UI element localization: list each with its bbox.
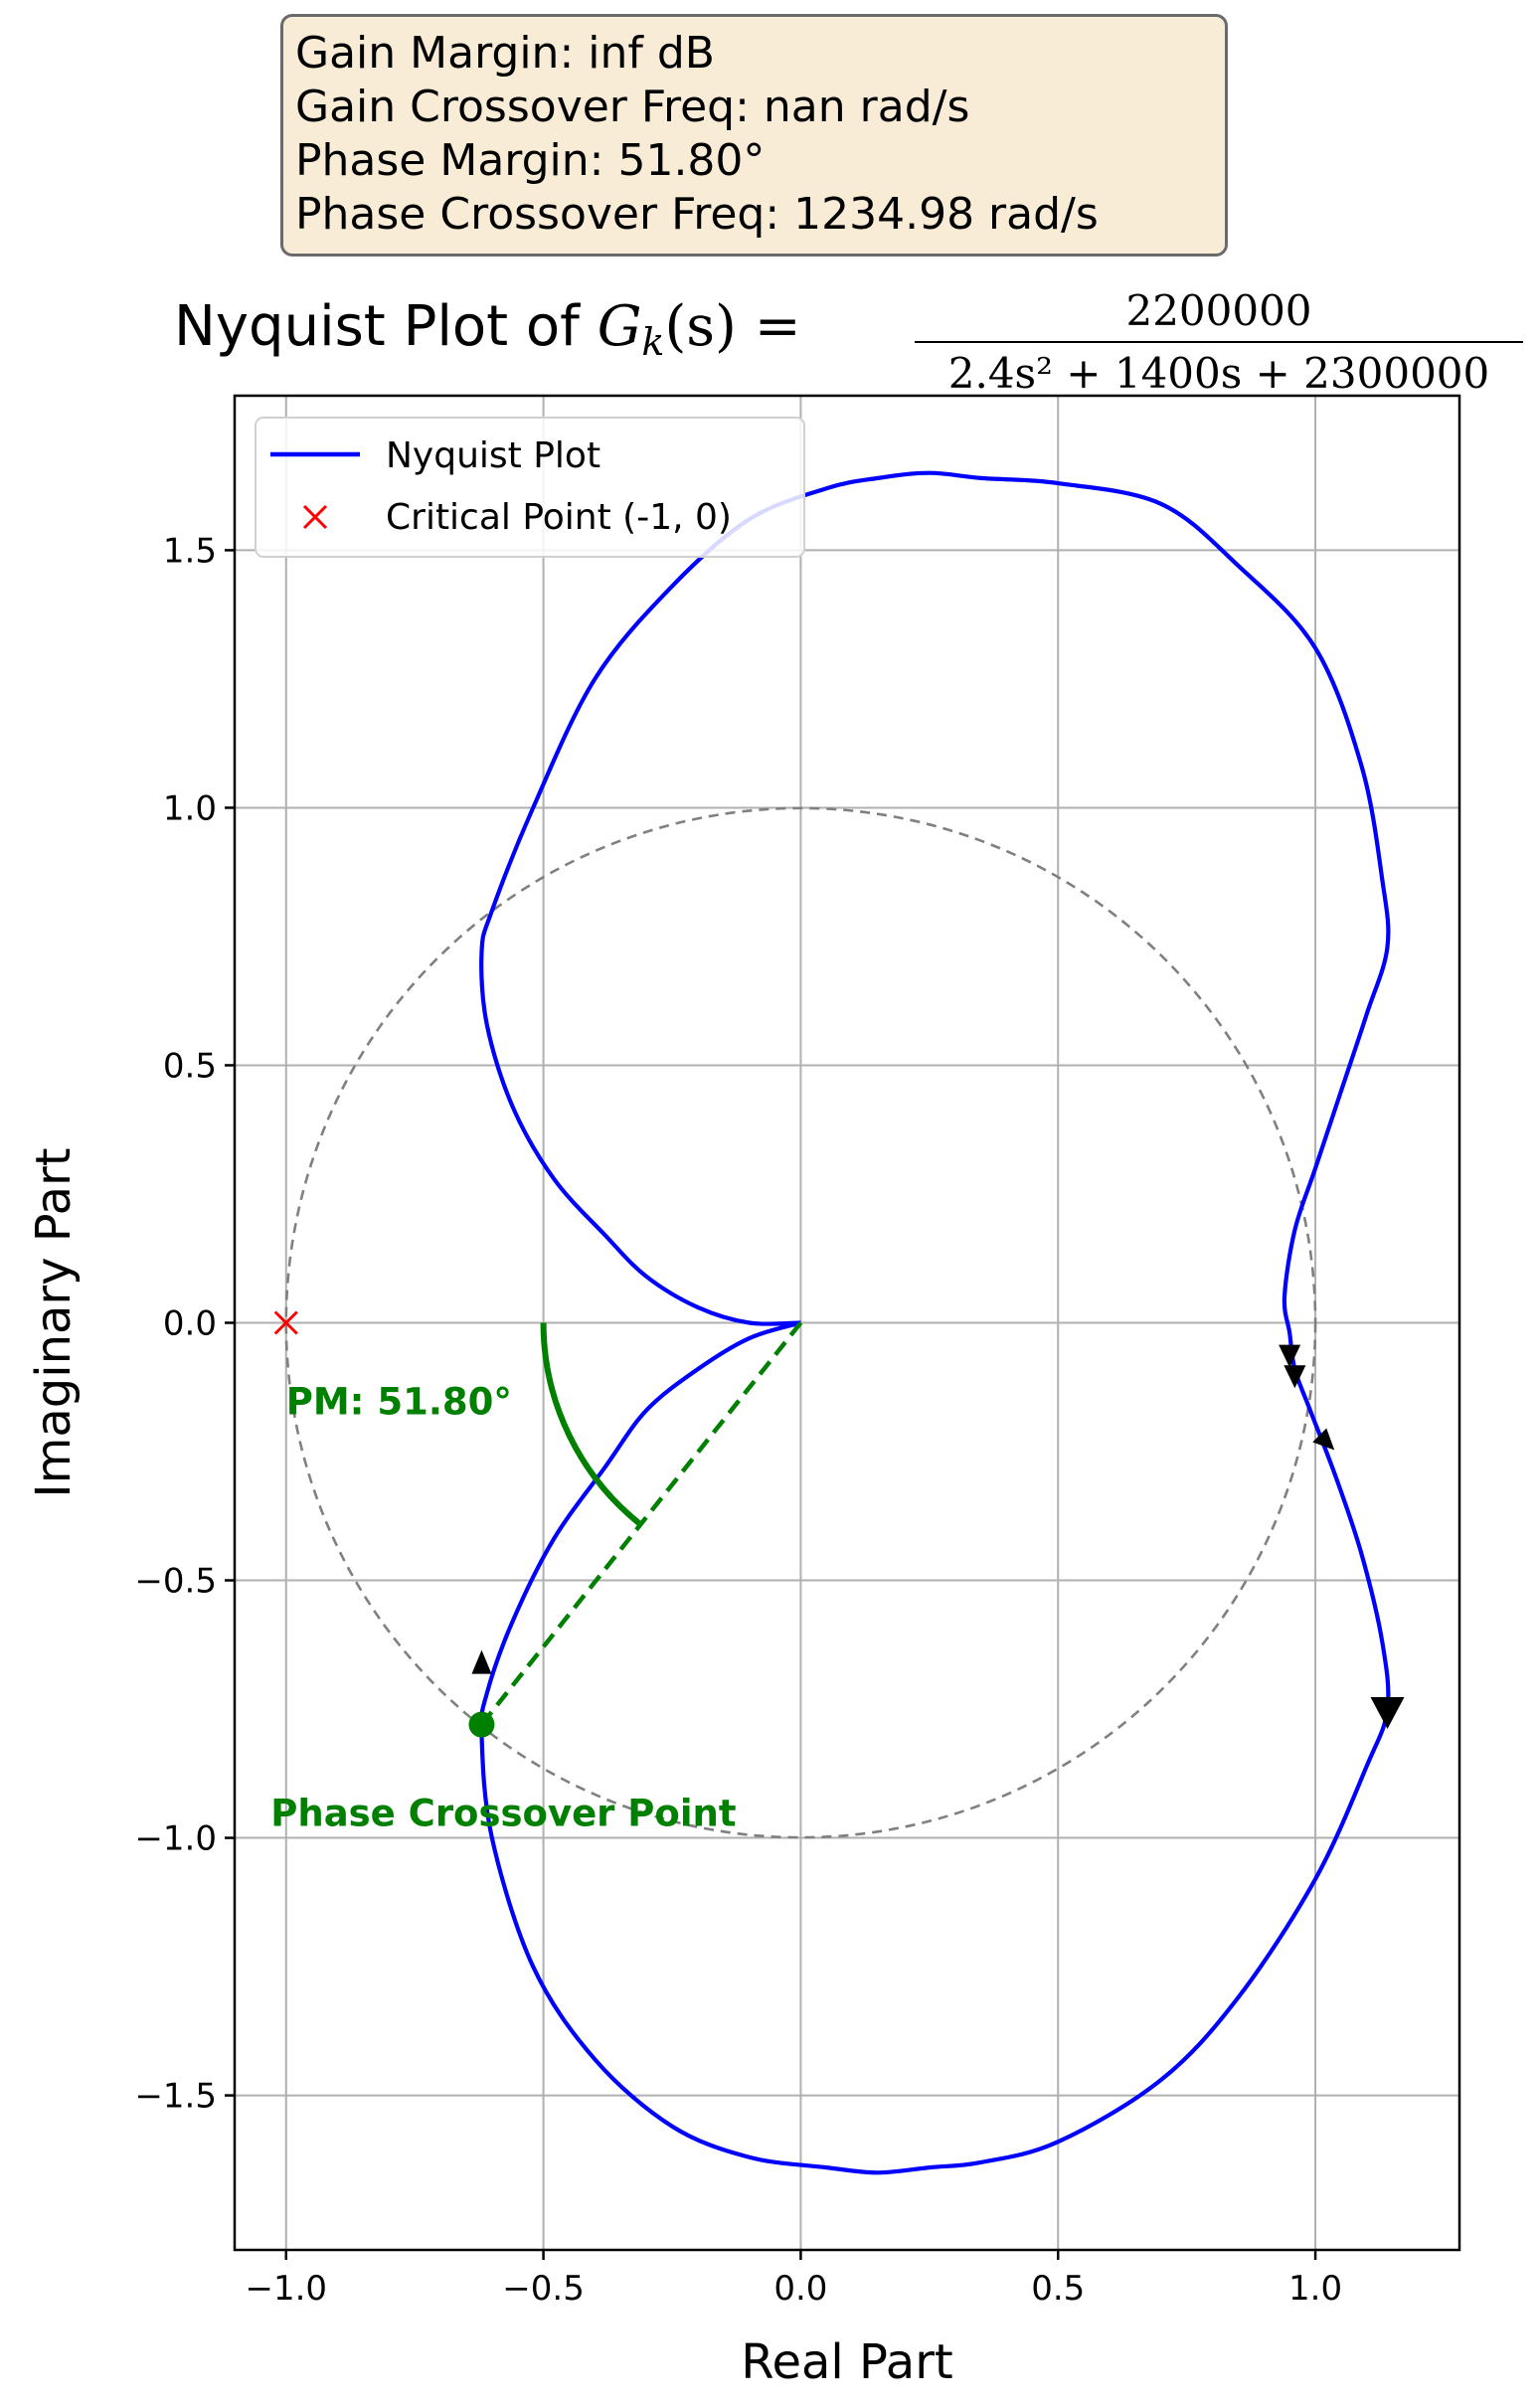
phase-crossover-text: Phase Crossover Freq: 1234.98 rad/s bbox=[295, 189, 1099, 240]
phase-crossover-marker bbox=[468, 1711, 495, 1738]
direction-arrow bbox=[1279, 1344, 1301, 1368]
direction-arrow bbox=[1283, 1365, 1306, 1389]
title-arg: (s) = bbox=[664, 294, 801, 359]
plot-area bbox=[273, 470, 1405, 2175]
x-tick-label: −0.5 bbox=[502, 2269, 585, 2309]
y-tick-label: −1.0 bbox=[134, 1819, 217, 1859]
direction-arrow bbox=[1312, 1428, 1335, 1451]
x-tick-label: 0.0 bbox=[773, 2269, 827, 2309]
y-tick-label: −0.5 bbox=[134, 1562, 217, 1602]
x-tick-label: 1.0 bbox=[1288, 2269, 1342, 2309]
legend-x-stroke bbox=[302, 504, 328, 530]
title-numerator: 2200000 bbox=[915, 286, 1523, 343]
y-tick-label: 1.0 bbox=[163, 788, 217, 828]
unit-circle bbox=[284, 806, 1317, 1839]
y-tick-label: 0.0 bbox=[163, 1304, 217, 1344]
margin-info-box: Gain Margin: inf dB Gain Crossover Freq:… bbox=[280, 14, 1228, 257]
legend-box bbox=[255, 417, 805, 558]
legend: Nyquist Plot Critical Point (-1, 0) bbox=[255, 417, 805, 558]
x-tick-label: −1.0 bbox=[245, 2269, 327, 2309]
direction-arrow bbox=[471, 1649, 492, 1674]
x-tick-label: 0.5 bbox=[1031, 2269, 1085, 2309]
transfer-function-fraction: 2200000 2.4s² + 1400s + 2300000 bbox=[915, 286, 1523, 398]
nyquist-curve bbox=[479, 470, 1391, 2175]
phase-crossover-label: Phase Crossover Point bbox=[270, 1793, 736, 1835]
gain-crossover-text: Gain Crossover Freq: nan rad/s bbox=[295, 82, 970, 132]
legend-label-critical: Critical Point (-1, 0) bbox=[386, 497, 732, 538]
x-axis-label: Real Part bbox=[741, 2334, 953, 2390]
title-g: G bbox=[597, 294, 642, 359]
legend-x-swatch bbox=[302, 504, 328, 530]
chart-title: Nyquist Plot of Gk(s) = bbox=[174, 294, 801, 364]
critical-point-marker bbox=[273, 1310, 298, 1335]
gain-margin-text: Gain Margin: inf dB bbox=[295, 28, 715, 79]
grid bbox=[235, 396, 1459, 2250]
pm-arc bbox=[540, 1322, 644, 1528]
y-axis-label: Imaginary Part bbox=[26, 1147, 82, 1497]
y-tick-label: −1.5 bbox=[134, 2077, 217, 2117]
y-tick-label: 0.5 bbox=[163, 1046, 217, 1086]
title-denominator: 2.4s² + 1400s + 2300000 bbox=[947, 349, 1490, 398]
critical-x-stroke bbox=[273, 1310, 298, 1335]
y-tick-label: 1.5 bbox=[163, 531, 217, 571]
legend-label-nyquist: Nyquist Plot bbox=[386, 435, 600, 476]
title-sub: k bbox=[641, 320, 665, 364]
direction-arrow bbox=[1370, 1697, 1405, 1730]
phase-margin-text: Phase Margin: 51.80° bbox=[295, 135, 766, 186]
pm-label: PM: 51.80° bbox=[286, 1381, 512, 1424]
title-prefix: Nyquist Plot of bbox=[174, 294, 598, 359]
